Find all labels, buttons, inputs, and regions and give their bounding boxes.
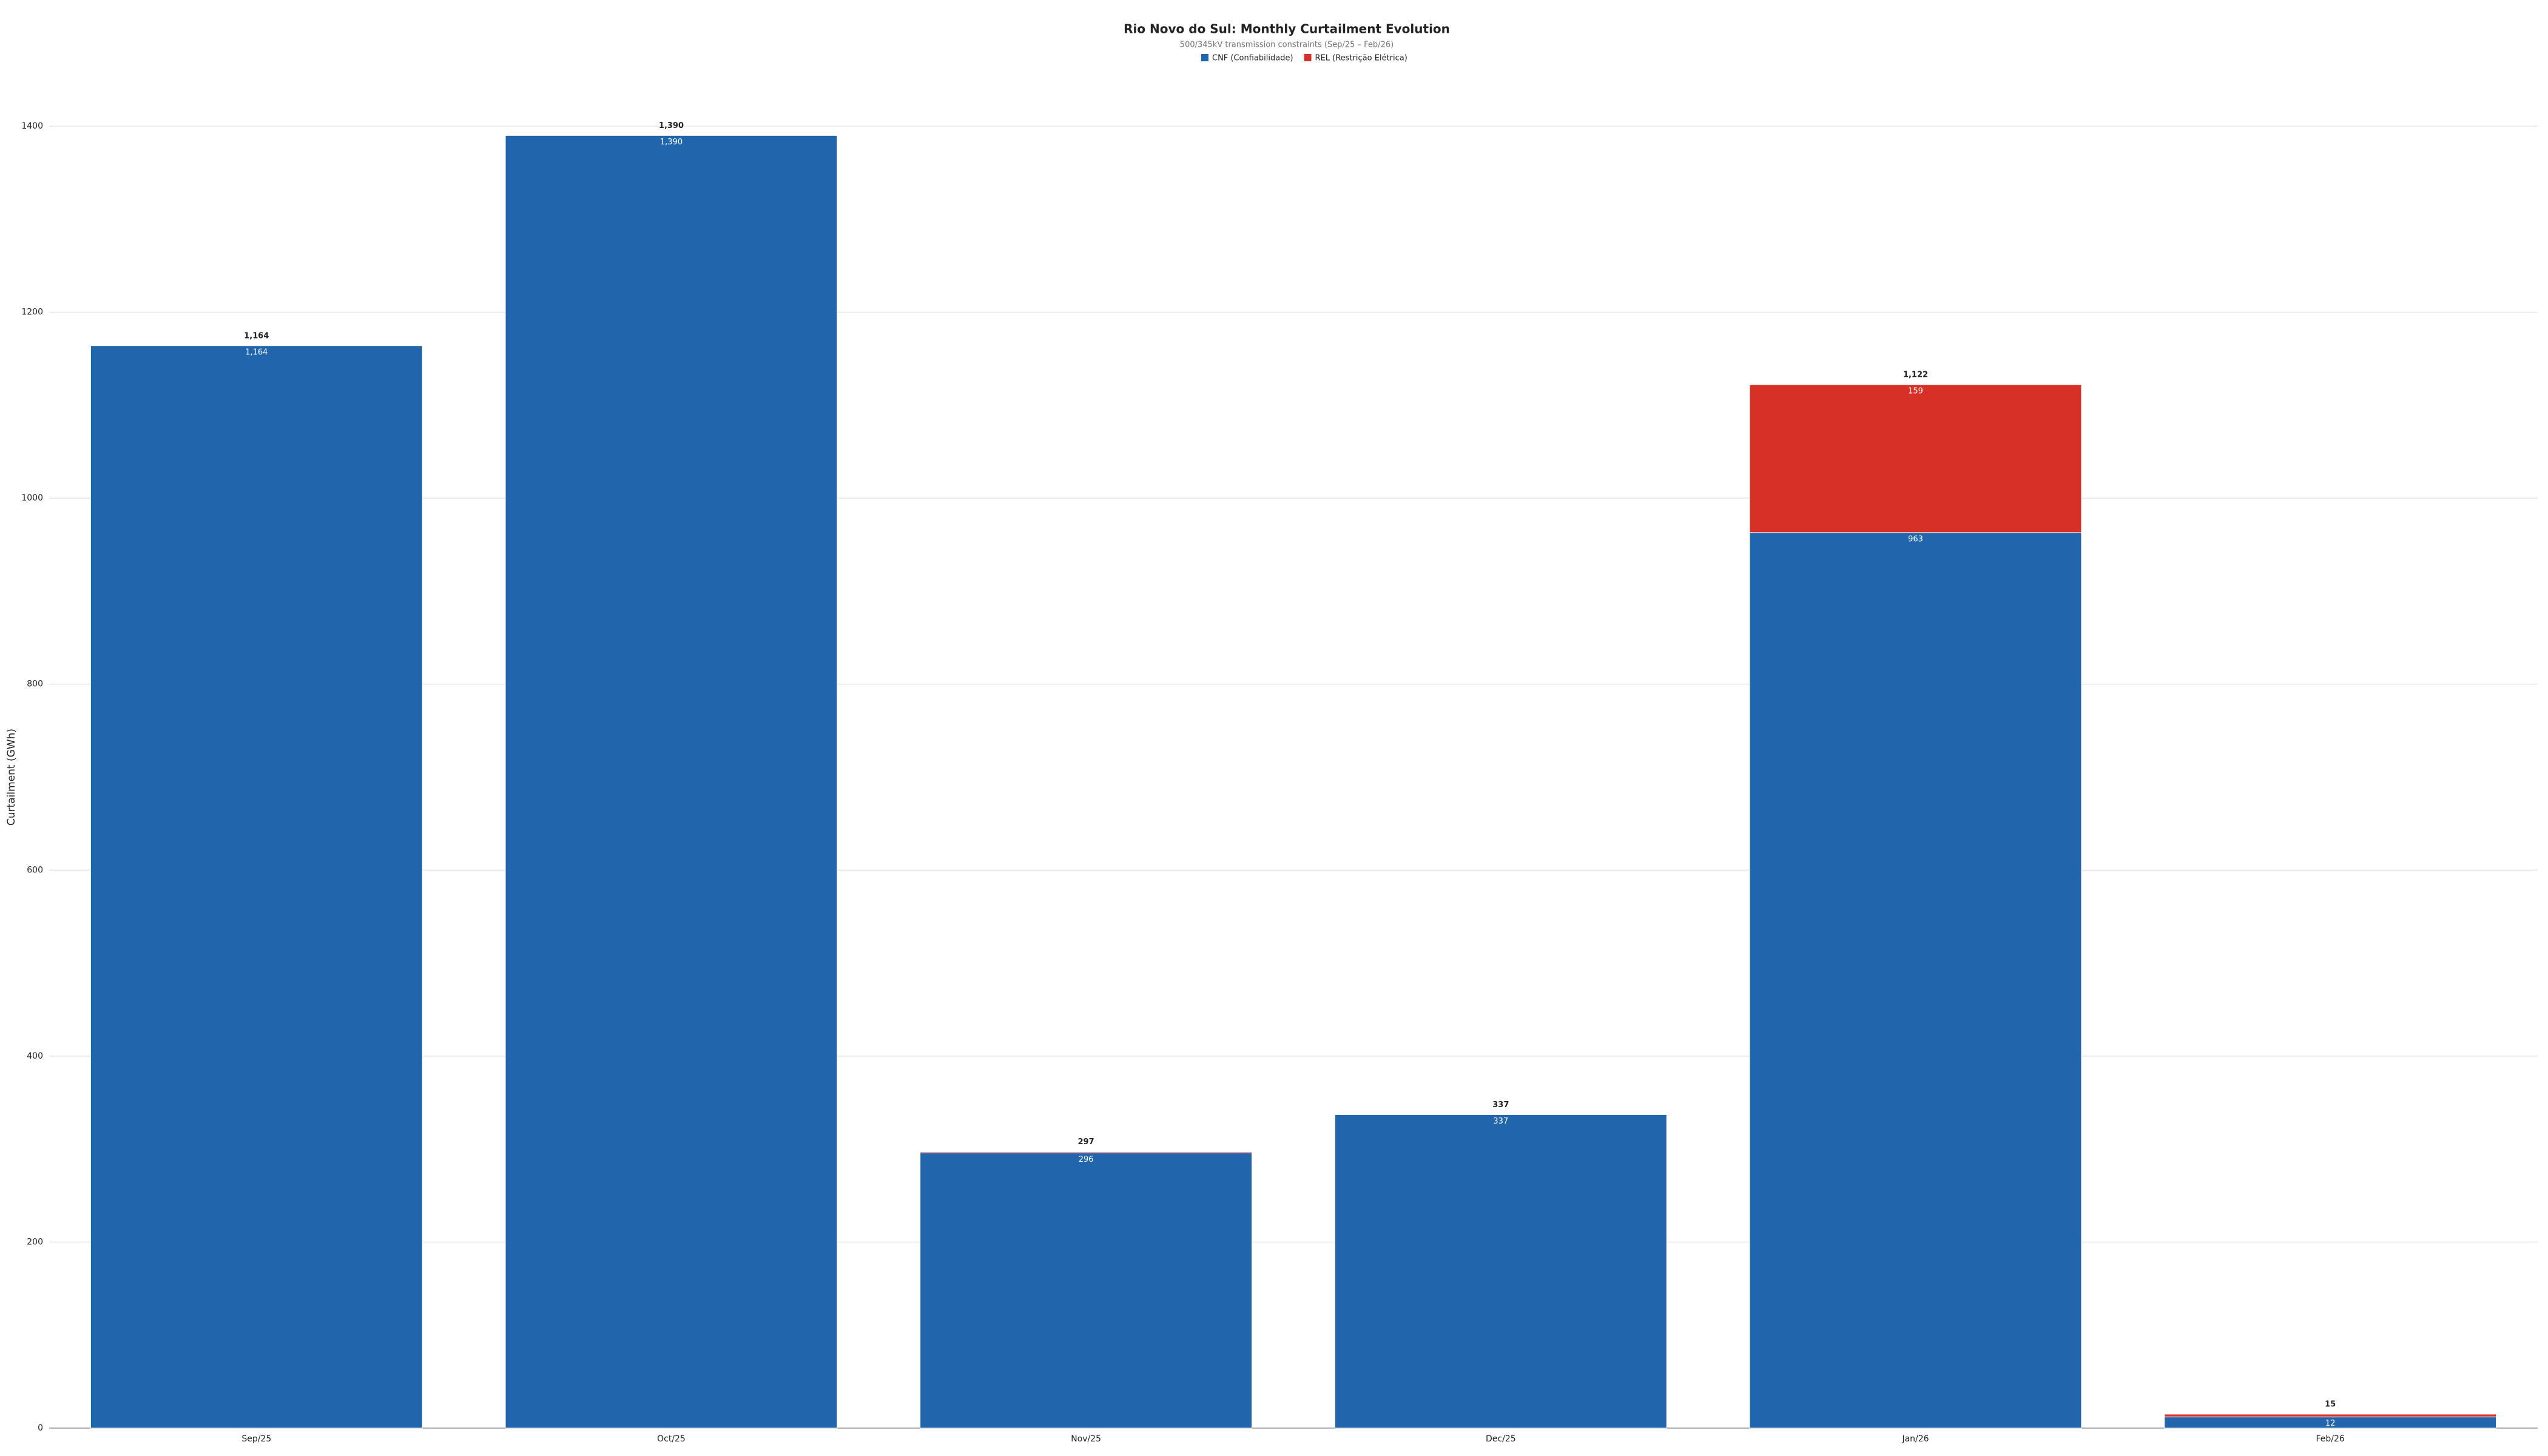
y-tick-label: 400: [27, 1051, 43, 1061]
bar-segment: [2164, 1414, 2497, 1418]
bar-segment: [1749, 532, 2082, 1429]
total-label: 1,390: [659, 121, 684, 130]
legend-swatch: [1201, 54, 1208, 61]
x-tick-label: Feb/26: [2316, 1434, 2345, 1444]
y-tick-label: 1000: [21, 493, 43, 503]
total-label: 297: [1078, 1138, 1094, 1147]
segment-label: 337: [1493, 1117, 1508, 1126]
legend-label: REL (Restrição Elétrica): [1315, 54, 1407, 63]
bar-segment: [920, 1152, 1253, 1429]
total-label: 337: [1492, 1100, 1509, 1110]
bar-segment: [505, 135, 838, 1429]
chart-title: Rio Novo do Sul: Monthly Curtailment Evo…: [1124, 22, 1450, 36]
y-tick-label: 1200: [21, 308, 43, 317]
segment-label: 296: [1079, 1155, 1094, 1164]
y-tick-label: 200: [27, 1237, 43, 1247]
x-tick-label: Nov/25: [1071, 1434, 1101, 1444]
y-tick-label: 0: [38, 1423, 43, 1433]
legend-swatch: [1304, 54, 1312, 61]
legend-label: CNF (Confiabilidade): [1212, 54, 1293, 63]
x-tick-label: Jan/26: [1901, 1434, 1929, 1444]
segment-label: 159: [1908, 387, 1923, 396]
x-tick-label: Dec/25: [1486, 1434, 1516, 1444]
bar-segment: [1749, 384, 2082, 533]
total-label: 1,122: [1903, 371, 1928, 380]
total-label: 1,164: [244, 331, 269, 340]
y-tick-label: 1400: [21, 121, 43, 131]
chart-subtitle: 500/345kV transmission constraints (Sep/…: [1180, 41, 1394, 50]
y-tick-label: 800: [27, 679, 43, 689]
x-tick-label: Sep/25: [241, 1434, 271, 1444]
y-tick-label: 600: [27, 865, 43, 875]
y-axis-label: Curtailment (GWh): [5, 729, 18, 826]
segment-label: 963: [1908, 534, 1923, 544]
segment-label: 12: [2325, 1419, 2336, 1428]
bar-segment: [90, 345, 423, 1429]
bar-segment: [1334, 1114, 1667, 1429]
x-tick-label: Oct/25: [657, 1434, 686, 1444]
segment-label: 1,164: [245, 348, 268, 357]
total-label: 15: [2325, 1400, 2336, 1409]
bar-segment: [920, 1151, 1253, 1153]
segment-label: 1,390: [660, 138, 682, 147]
